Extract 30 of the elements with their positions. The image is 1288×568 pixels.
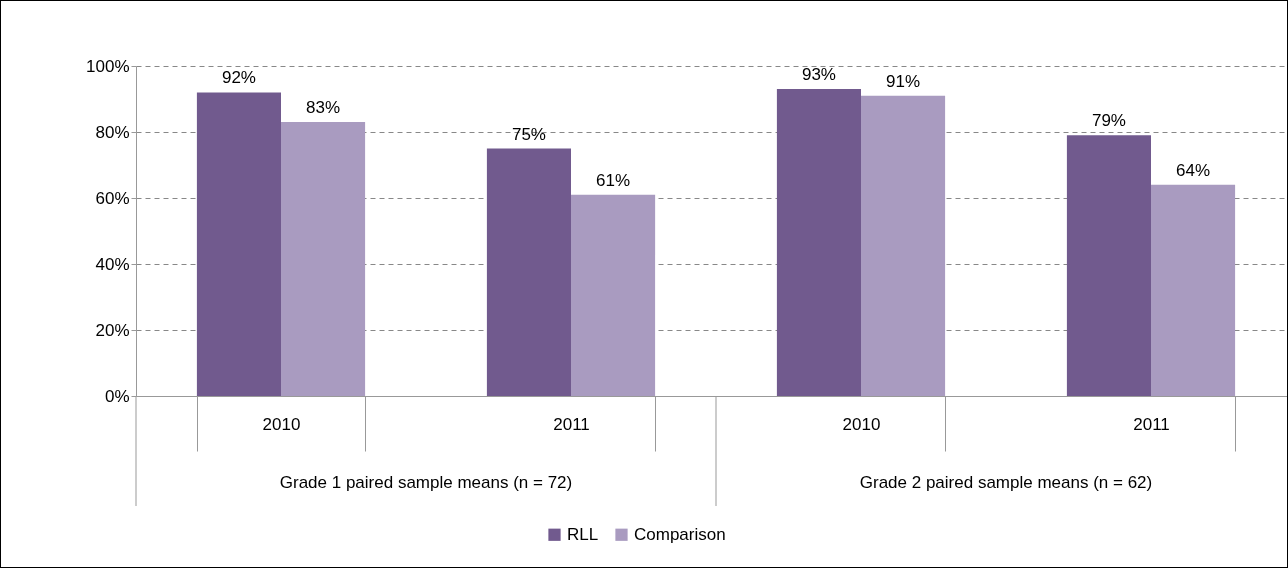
text: Grade 1 paired sample means (n = 72) xyxy=(279,473,573,492)
bar xyxy=(281,122,366,396)
x-tick-label: 2010 xyxy=(262,414,301,434)
data-label: 61% xyxy=(596,170,631,190)
x-tick-label: 2011 xyxy=(553,414,590,434)
data-label: 79% xyxy=(1091,111,1126,131)
y-tick-label: 40% xyxy=(95,254,130,274)
bar xyxy=(861,95,946,396)
data-label: 92% xyxy=(221,68,256,88)
data-label: 75% xyxy=(511,124,546,144)
y-tick-label: 100% xyxy=(86,56,130,76)
data-label: 91% xyxy=(886,71,921,91)
y-tick-label: 60% xyxy=(95,188,130,208)
bar xyxy=(1151,184,1236,396)
x-tick-label: 2010 xyxy=(842,414,881,434)
data-label: 83% xyxy=(306,98,341,118)
data-label: 64% xyxy=(1176,160,1211,180)
bar xyxy=(571,194,656,396)
legend-label: RLL xyxy=(567,524,599,544)
y-tick-label: 0% xyxy=(104,386,130,406)
legend-label: Comparison xyxy=(634,524,726,544)
bar xyxy=(776,89,861,396)
x-tick-label: 2011 xyxy=(1133,414,1170,434)
y-tick-label: 20% xyxy=(95,320,130,340)
bar xyxy=(1066,135,1151,396)
y-tick-label: 80% xyxy=(95,122,130,142)
bar xyxy=(486,148,571,396)
text: Grade 2 paired sample means (n = 62) xyxy=(859,473,1153,492)
data-label: 93% xyxy=(801,65,836,85)
bar xyxy=(196,92,281,396)
